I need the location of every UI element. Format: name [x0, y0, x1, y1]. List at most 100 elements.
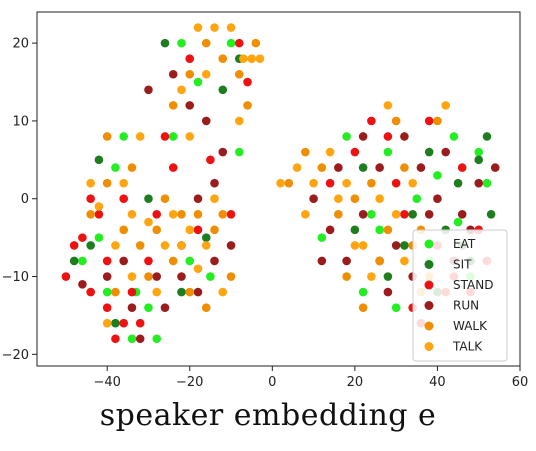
- scatter-point-stand: [243, 77, 252, 87]
- scatter-point-stand: [367, 116, 376, 126]
- scatter-point-talk: [102, 318, 112, 328]
- scatter-point-talk: [135, 132, 145, 141]
- scatter-point-run: [177, 272, 186, 281]
- scatter-point-walk: [210, 225, 219, 235]
- scatter-points: [61, 23, 500, 344]
- scatter-point-talk: [367, 272, 376, 281]
- scatter-point-walk: [433, 116, 442, 126]
- scatter-point-sit: [144, 194, 153, 204]
- scatter-point-stand: [86, 194, 95, 204]
- scatter-point-walk: [127, 163, 137, 172]
- scatter-point-talk: [86, 178, 95, 188]
- scatter-point-stand: [119, 318, 128, 328]
- scatter-point-walk: [111, 287, 120, 297]
- scatter-point-talk: [177, 85, 186, 95]
- scatter-point-walk: [342, 272, 351, 281]
- scatter-point-run: [160, 303, 170, 312]
- scatter-point-walk: [152, 225, 162, 235]
- scatter-point-eat: [234, 147, 244, 157]
- scatter-point-eat: [111, 163, 120, 172]
- scatter-point-run: [490, 163, 500, 172]
- scatter-point-walk: [185, 69, 195, 79]
- scatter-point-run: [433, 194, 442, 204]
- scatter-point-talk: [185, 132, 195, 141]
- scatter-point-eat: [383, 147, 393, 157]
- y-axis-ticks: −20 −10 0 10 20: [2, 37, 37, 363]
- scatter-point-stand: [206, 155, 215, 165]
- scatter-point-walk: [234, 69, 244, 79]
- scatter-point-sit: [482, 132, 492, 141]
- scatter-point-eat: [449, 132, 459, 141]
- scatter-point-talk: [193, 264, 203, 274]
- legend-marker-sit: [424, 260, 434, 269]
- axes-frame: [36, 11, 521, 367]
- x-tick-label: −40: [93, 375, 120, 390]
- y-tick-label: −10: [2, 270, 29, 285]
- y-tick-label: 10: [12, 114, 29, 129]
- x-tick-label: 20: [347, 375, 364, 390]
- scatter-point-talk: [234, 116, 244, 126]
- scatter-point-eat: [317, 233, 327, 242]
- scatter-point-run: [441, 147, 450, 157]
- y-tick-label: 20: [12, 37, 29, 52]
- scatter-point-talk: [255, 54, 265, 63]
- scatter-point-talk: [441, 101, 450, 110]
- scatter-point-talk: [226, 23, 236, 32]
- scatter-point-eat: [453, 217, 463, 227]
- y-tick-label: 0: [21, 192, 29, 207]
- legend-marker-run: [424, 301, 434, 310]
- scatter-point-walk: [301, 147, 310, 157]
- scatter-point-stand: [111, 334, 120, 344]
- scatter-point-run: [334, 163, 343, 172]
- scatter-point-eat: [144, 303, 153, 312]
- x-axis-ticks: −40 −20 0 20 40 60: [93, 366, 528, 390]
- legend-box: [412, 229, 508, 362]
- scatter-point-stand: [61, 272, 71, 281]
- scatter-point-talk: [210, 23, 219, 32]
- scatter-point-eat: [342, 132, 351, 141]
- scatter-point-talk: [185, 225, 195, 235]
- scatter-point-run: [193, 194, 203, 204]
- scatter-point-eat: [177, 38, 186, 48]
- scatter-point-talk: [292, 163, 302, 172]
- scatter-point-walk: [177, 209, 186, 219]
- scatter-point-walk: [201, 303, 211, 312]
- scatter-point-walk: [243, 101, 252, 110]
- scatter-point-talk: [218, 287, 228, 297]
- scatter-point-run: [102, 272, 112, 281]
- legend-label-sit: SIT: [453, 258, 472, 272]
- scatter-point-run: [391, 241, 401, 250]
- scatter-point-talk: [127, 209, 137, 219]
- legend-label-run: RUN: [453, 299, 479, 313]
- scatter-point-run: [474, 178, 484, 188]
- scatter-point-stand: [94, 209, 104, 219]
- x-tick-label: 40: [429, 375, 446, 390]
- scatter-point-eat: [206, 272, 215, 281]
- scatter-point-stand: [78, 233, 87, 242]
- scatter-point-talk: [144, 217, 153, 227]
- scatter-point-talk: [210, 194, 219, 204]
- scatter-point-walk: [119, 225, 128, 235]
- scatter-point-walk: [193, 209, 203, 219]
- legend-marker-stand: [424, 280, 434, 290]
- scatter-point-walk: [367, 178, 376, 188]
- scatter-point-talk: [201, 241, 211, 250]
- scatter-point-walk: [358, 303, 368, 312]
- scatter-point-run: [375, 163, 384, 172]
- legend: EAT SIT STAND RUN WALK TALK: [412, 229, 508, 362]
- scatter-point-talk: [301, 209, 310, 219]
- scatter-point-walk: [102, 132, 112, 141]
- scatter-point-talk: [168, 209, 178, 219]
- scatter-point-run: [185, 101, 195, 110]
- scatter-point-sit: [160, 38, 170, 48]
- y-tick-label: −20: [2, 348, 29, 363]
- scatter-point-walk: [226, 272, 236, 281]
- scatter-point-talk: [276, 178, 285, 188]
- scatter-point-walk: [218, 54, 228, 63]
- scatter-point-walk: [86, 209, 95, 219]
- scatter-point-talk: [127, 272, 137, 281]
- scatter-point-talk: [408, 178, 417, 188]
- scatter-point-run: [416, 163, 426, 172]
- scatter-point-talk: [247, 54, 256, 63]
- scatter-point-talk: [325, 147, 335, 157]
